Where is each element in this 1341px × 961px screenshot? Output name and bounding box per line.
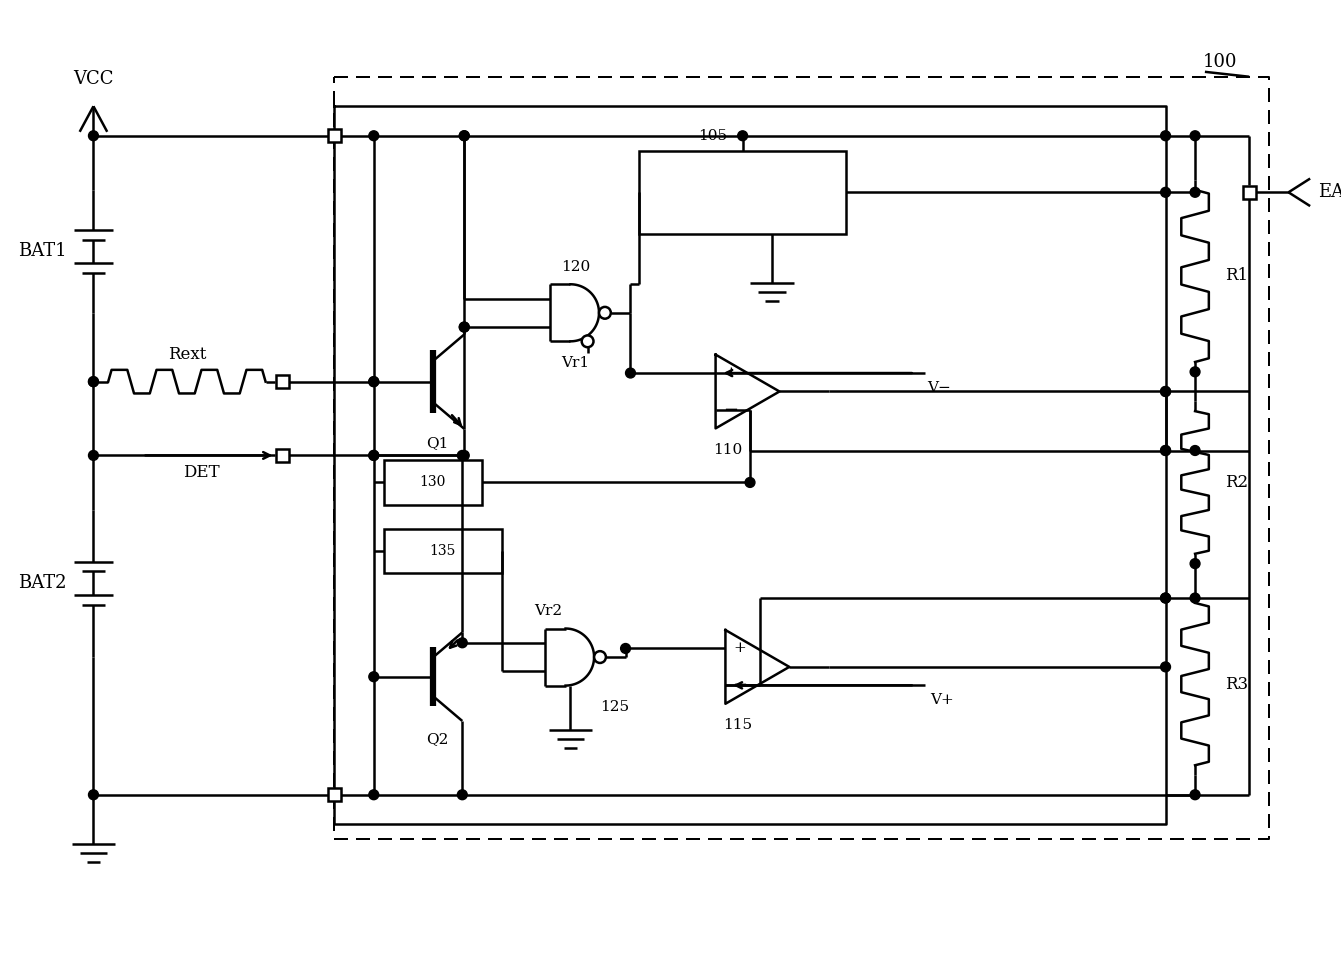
Text: 100: 100: [1203, 53, 1236, 71]
Text: 115: 115: [723, 719, 752, 732]
Circle shape: [457, 790, 467, 800]
Bar: [276, 375, 288, 388]
Circle shape: [1161, 446, 1171, 456]
Text: 110: 110: [713, 443, 743, 457]
Circle shape: [1191, 187, 1200, 197]
Text: Q2: Q2: [426, 731, 449, 746]
Bar: [640, 151, 846, 234]
Circle shape: [738, 131, 747, 140]
Circle shape: [369, 451, 378, 460]
Circle shape: [1161, 187, 1171, 197]
Text: +: +: [724, 366, 736, 380]
Text: BAT1: BAT1: [17, 242, 67, 260]
Text: 130: 130: [420, 476, 447, 489]
Text: Vr1: Vr1: [562, 356, 590, 370]
Text: V−: V−: [928, 381, 951, 395]
Circle shape: [460, 451, 469, 460]
Circle shape: [625, 368, 636, 378]
Circle shape: [1161, 593, 1171, 603]
Circle shape: [460, 322, 469, 332]
Text: 120: 120: [561, 259, 590, 274]
Circle shape: [89, 377, 98, 386]
Circle shape: [1161, 386, 1171, 396]
Circle shape: [594, 652, 606, 663]
Circle shape: [369, 377, 378, 386]
Bar: [329, 130, 341, 142]
Bar: [1243, 185, 1255, 199]
Text: Rext: Rext: [168, 346, 207, 362]
Text: BAT2: BAT2: [17, 575, 67, 592]
Circle shape: [89, 451, 98, 460]
Circle shape: [89, 790, 98, 800]
Text: +: +: [734, 641, 747, 655]
Circle shape: [582, 335, 594, 347]
Circle shape: [460, 322, 469, 332]
Circle shape: [460, 131, 469, 140]
Circle shape: [369, 790, 378, 800]
Circle shape: [1161, 593, 1171, 603]
Circle shape: [1161, 131, 1171, 140]
Circle shape: [457, 638, 467, 648]
Text: −: −: [732, 677, 748, 695]
Text: EA: EA: [1318, 184, 1341, 201]
Text: DET: DET: [184, 463, 220, 480]
Circle shape: [1161, 386, 1171, 396]
Circle shape: [621, 644, 630, 653]
Circle shape: [1191, 367, 1200, 377]
Circle shape: [457, 451, 467, 460]
Bar: [276, 449, 288, 462]
Bar: [329, 788, 341, 801]
Circle shape: [1191, 558, 1200, 569]
Circle shape: [1191, 593, 1200, 603]
Circle shape: [1161, 446, 1171, 456]
Text: R3: R3: [1224, 676, 1247, 693]
Circle shape: [1161, 662, 1171, 672]
Bar: [384, 530, 502, 574]
Text: Vr2: Vr2: [534, 604, 562, 618]
Text: R1: R1: [1224, 267, 1247, 284]
Bar: [384, 460, 481, 505]
Circle shape: [746, 478, 755, 487]
Text: R2: R2: [1224, 474, 1247, 491]
Text: 125: 125: [601, 701, 629, 714]
Text: Q1: Q1: [426, 436, 449, 451]
Circle shape: [89, 131, 98, 140]
Circle shape: [1191, 131, 1200, 140]
Circle shape: [369, 377, 378, 386]
Text: 105: 105: [699, 129, 728, 143]
Circle shape: [369, 672, 378, 681]
Circle shape: [1191, 446, 1200, 456]
Circle shape: [1191, 790, 1200, 800]
Circle shape: [369, 451, 378, 460]
Text: 135: 135: [429, 544, 456, 558]
Circle shape: [369, 131, 378, 140]
Circle shape: [599, 307, 610, 319]
Text: V+: V+: [931, 693, 955, 707]
Circle shape: [89, 377, 98, 386]
Text: −: −: [723, 401, 738, 419]
Text: VCC: VCC: [74, 70, 114, 87]
Circle shape: [460, 131, 469, 140]
